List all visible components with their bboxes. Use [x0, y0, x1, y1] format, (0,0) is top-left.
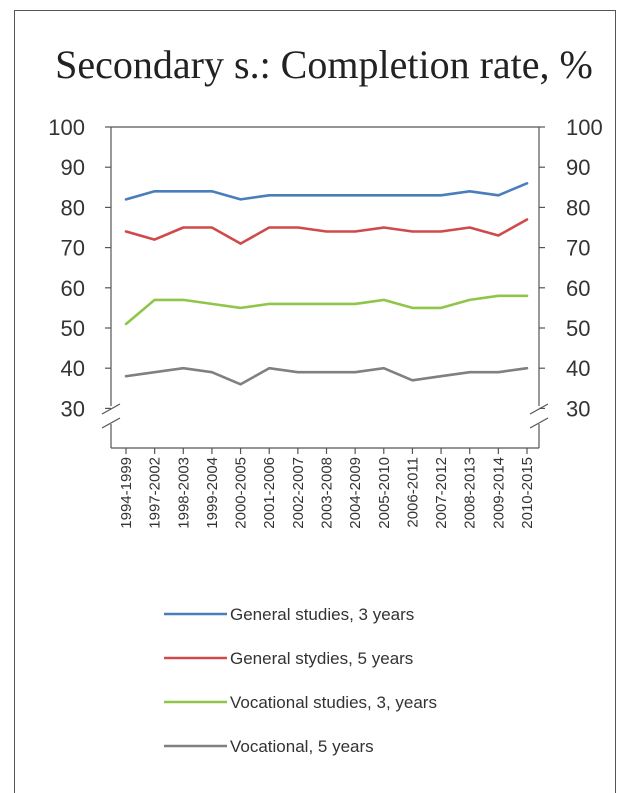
x-tick-label: 2005-2010 [376, 457, 393, 529]
x-tick-label: 2006-2011 [404, 457, 421, 528]
y-tick-label-right: 40 [566, 356, 590, 381]
legend-label: Vocational, 5 years [230, 737, 374, 756]
legend: General studies, 3 years General stydies,… [164, 605, 437, 756]
y-tick-label-right: 100 [566, 115, 603, 140]
x-tick-label: 2000-2005 [233, 457, 250, 529]
chart-title: Secondary s.: Completion rate, % [55, 42, 593, 87]
y-tick-label-left: 70 [61, 236, 85, 261]
y-tick-label-right: 60 [566, 276, 590, 301]
series-line [124, 218, 529, 245]
y-tick-label-right: 30 [566, 396, 590, 421]
axes: 100 100 90 90 80 80 70 70 60 60 50 50 40 40 30 30 1994-1… [48, 115, 602, 529]
legend-label: General stydies, 5 years [230, 649, 413, 668]
x-tick-label: 2008-2013 [462, 457, 479, 529]
x-tick-label: 2002-2007 [290, 457, 307, 529]
x-tick-label: 2003-2008 [319, 457, 336, 529]
series-line [124, 366, 529, 386]
chart-frame [14, 10, 616, 793]
y-tick-label-left: 80 [61, 195, 85, 220]
legend-label: Vocational studies, 3, years [230, 693, 437, 712]
series-line [124, 182, 529, 201]
y-tick-label-left: 90 [61, 155, 85, 180]
y-tick-label-right: 50 [566, 316, 590, 341]
y-tick-label-left: 60 [61, 276, 85, 301]
x-tick-label: 1994-1999 [118, 457, 135, 529]
left-axis-break-mark [101, 417, 121, 429]
x-tick-label: 2010-2015 [519, 457, 536, 529]
x-tick-label: 2007-2012 [433, 457, 450, 529]
x-tick-label: 2009-2014 [490, 457, 507, 529]
y-tick-label-left: 100 [48, 115, 85, 140]
series-lines [124, 182, 529, 386]
x-tick-label: 1999-2004 [204, 457, 221, 529]
y-tick-label-right: 80 [566, 195, 590, 220]
y-tick-label-left: 40 [61, 356, 85, 381]
y-tick-label-left: 30 [61, 396, 85, 421]
x-tick-label: 1998-2003 [175, 457, 192, 529]
y-tick-label-right: 70 [566, 236, 590, 261]
series-line [124, 294, 529, 326]
right-axis-break-mark [529, 417, 549, 429]
x-tick-label: 2004-2009 [347, 457, 364, 529]
y-tick-label-left: 50 [61, 316, 85, 341]
y-tick-label-right: 90 [566, 155, 590, 180]
x-tick-label: 1997-2002 [147, 457, 164, 529]
x-tick-label: 2001-2006 [261, 457, 278, 529]
legend-label: General studies, 3 years [230, 605, 414, 624]
